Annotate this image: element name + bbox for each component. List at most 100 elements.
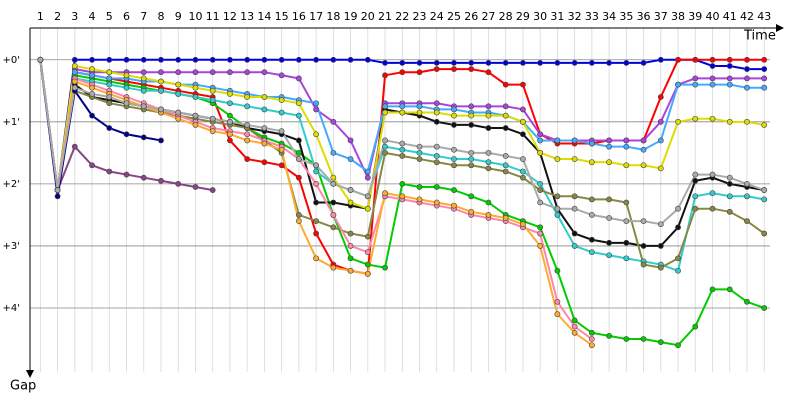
data-point xyxy=(140,134,147,141)
data-point xyxy=(537,199,544,206)
data-point xyxy=(244,94,251,100)
data-point xyxy=(692,56,699,63)
data-point xyxy=(71,84,78,91)
data-point xyxy=(54,193,61,200)
data-point xyxy=(89,112,95,119)
data-point xyxy=(89,162,95,169)
data-point xyxy=(227,91,233,97)
data-point xyxy=(140,75,147,82)
data-point xyxy=(313,131,320,138)
data-point xyxy=(640,218,647,225)
data-point xyxy=(89,56,95,63)
data-point xyxy=(295,137,302,144)
data-point xyxy=(433,153,440,159)
data-point xyxy=(364,56,371,63)
data-point xyxy=(623,239,630,246)
data-point xyxy=(261,125,268,131)
x-tick-label: 1 xyxy=(37,10,44,23)
data-point xyxy=(209,115,216,122)
data-point xyxy=(692,323,699,330)
data-point xyxy=(606,196,612,203)
x-tick-label: 3 xyxy=(71,10,78,23)
data-point xyxy=(554,311,561,318)
data-point xyxy=(244,103,251,110)
data-point xyxy=(278,146,285,153)
data-point xyxy=(588,59,595,66)
data-point xyxy=(227,118,233,125)
x-tick-label: 37 xyxy=(654,10,668,23)
data-point xyxy=(554,205,561,212)
data-point xyxy=(675,81,681,88)
data-point xyxy=(382,72,388,79)
data-point xyxy=(347,199,354,206)
data-point xyxy=(692,193,699,200)
data-point xyxy=(657,221,664,228)
y-tick-label: +4' xyxy=(3,303,21,314)
tick-labels: 1 2 3 4 5 6 7 8 9 10 11 12 13 14 15 16 17 18 19 20 21 22 23 24 2… xyxy=(3,10,772,314)
data-point xyxy=(675,342,681,349)
data-point xyxy=(330,180,337,187)
data-point xyxy=(692,115,699,122)
data-point xyxy=(416,69,423,76)
data-point xyxy=(399,69,406,76)
data-point xyxy=(278,56,285,63)
data-point xyxy=(692,205,699,212)
data-point xyxy=(451,187,457,193)
data-point xyxy=(571,323,578,330)
data-point xyxy=(468,208,475,215)
data-point xyxy=(158,137,164,144)
data-point xyxy=(709,63,716,69)
data-point xyxy=(537,149,544,156)
data-point xyxy=(761,305,768,311)
data-point xyxy=(416,143,423,150)
data-point xyxy=(416,196,423,203)
data-point xyxy=(158,69,164,76)
data-point xyxy=(330,199,337,206)
data-point xyxy=(675,118,681,125)
data-point xyxy=(140,69,147,76)
data-point xyxy=(502,112,509,119)
data-point xyxy=(623,218,630,225)
data-point xyxy=(692,177,699,184)
y-axis-label: Gap xyxy=(10,379,36,394)
data-point xyxy=(71,143,78,150)
data-point xyxy=(295,218,302,225)
data-point xyxy=(364,233,371,240)
x-tick-label: 33 xyxy=(585,10,599,23)
x-tick-label: 31 xyxy=(550,10,564,23)
data-point xyxy=(675,224,681,231)
data-point xyxy=(588,159,595,166)
data-point xyxy=(520,156,526,162)
data-point xyxy=(468,149,475,156)
data-point xyxy=(588,212,595,218)
data-point xyxy=(761,75,768,82)
data-point xyxy=(433,100,440,107)
data-point xyxy=(227,69,233,76)
data-point xyxy=(313,162,320,169)
data-point xyxy=(347,230,354,237)
data-point xyxy=(433,118,440,125)
x-tick-label: 7 xyxy=(140,10,147,23)
data-point xyxy=(537,180,544,187)
data-point xyxy=(537,230,544,237)
data-point xyxy=(192,69,199,76)
data-point xyxy=(726,56,733,63)
data-point xyxy=(761,122,768,128)
data-point xyxy=(657,56,664,63)
data-point xyxy=(433,199,440,206)
data-point xyxy=(640,261,647,268)
data-point xyxy=(278,109,285,116)
data-point xyxy=(537,224,544,231)
data-point xyxy=(140,174,147,181)
data-point xyxy=(726,208,733,215)
data-point xyxy=(657,339,664,346)
data-point xyxy=(295,149,302,156)
data-point xyxy=(278,72,285,79)
x-tick-label: 4 xyxy=(89,10,96,23)
data-point xyxy=(313,218,320,225)
x-tick-label: 29 xyxy=(516,10,530,23)
data-point xyxy=(209,56,216,63)
data-point xyxy=(433,59,440,66)
data-point xyxy=(106,56,113,63)
data-point xyxy=(140,103,147,110)
